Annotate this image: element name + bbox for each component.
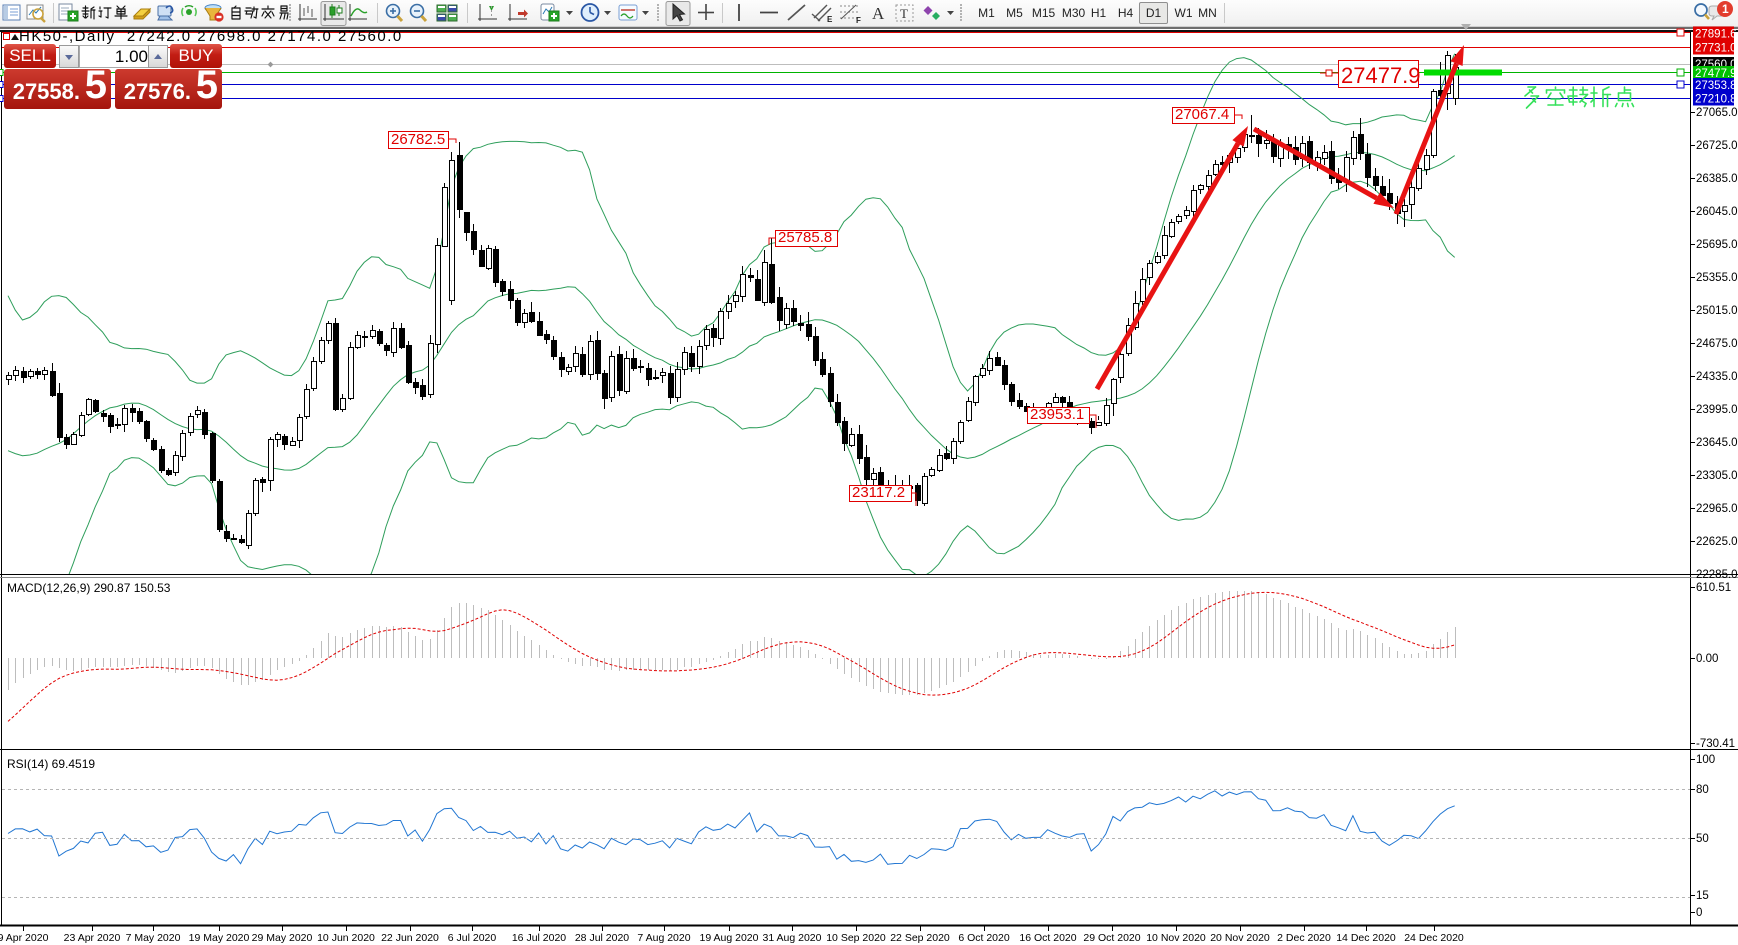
svg-text:25015.0: 25015.0 bbox=[1696, 305, 1738, 317]
svg-text:6 Jul 2020: 6 Jul 2020 bbox=[448, 932, 497, 944]
svg-text:26725.0: 26725.0 bbox=[1696, 140, 1738, 152]
svg-text:20 Nov 2020: 20 Nov 2020 bbox=[1210, 932, 1270, 944]
svg-text:MACD(12,26,9) 290.87 150.53: MACD(12,26,9) 290.87 150.53 bbox=[7, 581, 171, 595]
svg-text:24335.0: 24335.0 bbox=[1696, 371, 1738, 383]
svg-text:27891.6: 27891.6 bbox=[1695, 29, 1737, 41]
svg-text:RSI(14) 69.4519: RSI(14) 69.4519 bbox=[7, 757, 95, 771]
svg-text:28 Jul 2020: 28 Jul 2020 bbox=[575, 932, 629, 944]
svg-text:19 Aug 2020: 19 Aug 2020 bbox=[700, 932, 759, 944]
svg-text:610.51: 610.51 bbox=[1696, 582, 1731, 594]
svg-text:26385.0: 26385.0 bbox=[1696, 173, 1738, 185]
svg-text:T: T bbox=[900, 6, 908, 21]
svg-text:29 Oct 2020: 29 Oct 2020 bbox=[1083, 932, 1140, 944]
svg-text:1: 1 bbox=[1722, 2, 1729, 16]
svg-text:F: F bbox=[856, 16, 861, 25]
svg-text:23305.0: 23305.0 bbox=[1696, 470, 1738, 482]
svg-text:27477.9: 27477.9 bbox=[1341, 63, 1421, 88]
svg-text:-730.41: -730.41 bbox=[1696, 738, 1735, 750]
svg-text:24 Dec 2020: 24 Dec 2020 bbox=[1404, 932, 1464, 944]
svg-text:22965.0: 22965.0 bbox=[1696, 503, 1738, 515]
svg-text:22285.0: 22285.0 bbox=[1696, 569, 1738, 581]
svg-text:25695.0: 25695.0 bbox=[1696, 239, 1738, 251]
svg-text:6 Oct 2020: 6 Oct 2020 bbox=[958, 932, 1010, 944]
svg-text:22 Jun 2020: 22 Jun 2020 bbox=[381, 932, 439, 944]
svg-text:10 Jun 2020: 10 Jun 2020 bbox=[317, 932, 375, 944]
svg-text:15: 15 bbox=[1696, 890, 1709, 902]
svg-text:16 Oct 2020: 16 Oct 2020 bbox=[1019, 932, 1076, 944]
svg-text:23995.0: 23995.0 bbox=[1696, 404, 1738, 416]
svg-text:80: 80 bbox=[1696, 784, 1709, 796]
svg-text:7 Aug 2020: 7 Aug 2020 bbox=[637, 932, 690, 944]
svg-text:19 May 2020: 19 May 2020 bbox=[189, 932, 250, 944]
svg-text:27477.9: 27477.9 bbox=[1695, 68, 1737, 80]
svg-text:HK50-,Daily 27242.0 27698.0 2: HK50-,Daily 27242.0 27698.0 27174.0 2756… bbox=[19, 28, 403, 45]
svg-text:10 Sep 2020: 10 Sep 2020 bbox=[826, 932, 886, 944]
svg-text:26045.0: 26045.0 bbox=[1696, 206, 1738, 218]
svg-text:22625.0: 22625.0 bbox=[1696, 536, 1738, 548]
svg-text:23 Apr 2020: 23 Apr 2020 bbox=[64, 932, 121, 944]
svg-text:0: 0 bbox=[1696, 907, 1702, 919]
svg-text:50: 50 bbox=[1696, 833, 1709, 845]
svg-text:7 May 2020: 7 May 2020 bbox=[126, 932, 181, 944]
svg-text:9 Apr 2020: 9 Apr 2020 bbox=[0, 932, 49, 944]
svg-text:26782.5: 26782.5 bbox=[391, 131, 445, 148]
svg-text:16 Jul 2020: 16 Jul 2020 bbox=[512, 932, 566, 944]
svg-text:25355.0: 25355.0 bbox=[1696, 272, 1738, 284]
svg-text:29 May 2020: 29 May 2020 bbox=[252, 932, 313, 944]
svg-text:27731.0: 27731.0 bbox=[1695, 43, 1737, 55]
svg-text:23953.1: 23953.1 bbox=[1030, 406, 1084, 423]
svg-text:23645.0: 23645.0 bbox=[1696, 437, 1738, 449]
svg-text:24675.0: 24675.0 bbox=[1696, 338, 1738, 350]
svg-text:25785.8: 25785.8 bbox=[778, 229, 832, 246]
svg-text:27210.8: 27210.8 bbox=[1695, 94, 1737, 106]
svg-text:27353.8: 27353.8 bbox=[1695, 80, 1737, 92]
svg-text:A: A bbox=[872, 4, 885, 23]
svg-text:100: 100 bbox=[1696, 754, 1715, 766]
svg-text:31 Aug 2020: 31 Aug 2020 bbox=[763, 932, 822, 944]
svg-text:27065.0: 27065.0 bbox=[1696, 107, 1738, 119]
svg-text:2 Dec 2020: 2 Dec 2020 bbox=[1277, 932, 1331, 944]
svg-text:27067.4: 27067.4 bbox=[1175, 106, 1229, 123]
svg-text:0.00: 0.00 bbox=[1696, 653, 1718, 665]
svg-text:10 Nov 2020: 10 Nov 2020 bbox=[1146, 932, 1206, 944]
svg-text:14 Dec 2020: 14 Dec 2020 bbox=[1336, 932, 1396, 944]
svg-text:23117.2: 23117.2 bbox=[852, 484, 905, 501]
svg-text:22 Sep 2020: 22 Sep 2020 bbox=[890, 932, 950, 944]
svg-text:E: E bbox=[827, 15, 833, 24]
